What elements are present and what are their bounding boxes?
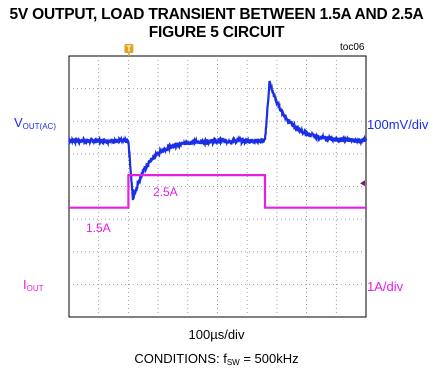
vout-channel-label: VOUT(AC) [14, 115, 56, 131]
iout-scale-label: 1A/div [367, 279, 404, 294]
conditions-sub: SW [226, 358, 240, 367]
iout-trace [69, 174, 366, 209]
toc-tag: toc06 [340, 42, 365, 53]
iout-label-main: I [23, 277, 27, 292]
vout-trace [68, 80, 368, 201]
iout-channel-label: IOUT [23, 277, 44, 293]
iout-high-annotation: 2.5A [153, 185, 178, 199]
conditions-prefix: CONDITIONS: f [134, 351, 227, 366]
iout-label-sub: OUT [26, 284, 44, 293]
vout-label-main: V [14, 115, 23, 130]
iout-ref-marker [360, 180, 365, 187]
iout-low-annotation: 1.5A [86, 221, 111, 235]
chart-title: 5V OUTPUT, LOAD TRANSIENT BETWEEN 1.5A A… [9, 6, 424, 23]
vout-scale-label: 100mV/div [367, 117, 429, 132]
trigger-marker [124, 44, 134, 53]
vout-label-sub: OUT(AC) [22, 122, 56, 131]
trigger-marker-text: T [126, 45, 131, 54]
conditions-suffix: = 500kHz [239, 351, 299, 366]
x-axis-label: 100µs/div [188, 327, 245, 342]
chart-subtitle: FIGURE 5 CIRCUIT [148, 24, 285, 41]
conditions-text: CONDITIONS: fSW = 500kHz [0, 351, 433, 367]
